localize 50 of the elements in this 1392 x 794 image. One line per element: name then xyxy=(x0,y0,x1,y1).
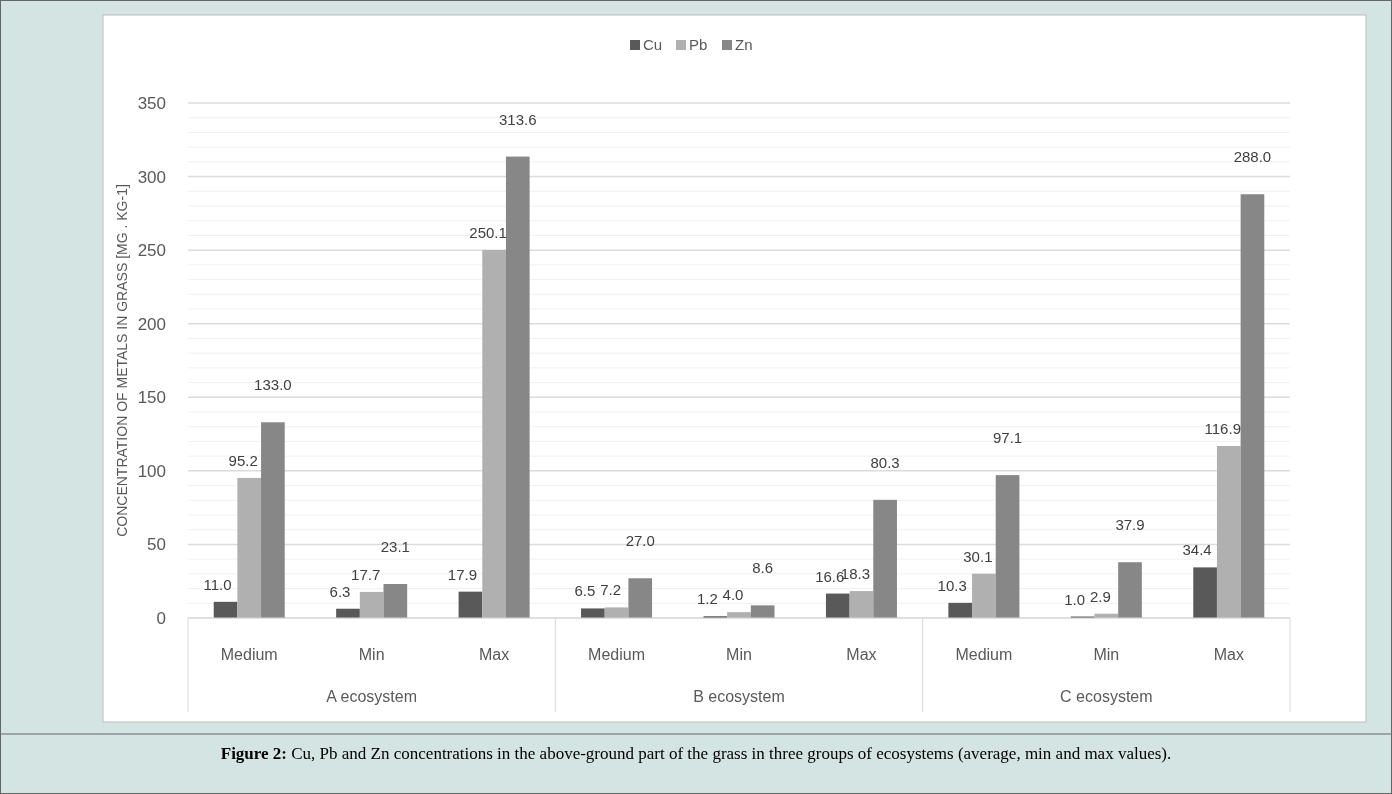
data-label: 8.6 xyxy=(752,559,774,577)
data-label: 10.3 xyxy=(937,576,967,594)
text: A ecosystem xyxy=(326,688,418,705)
y-tick-label: 150 xyxy=(137,388,166,408)
data-label: 37.9 xyxy=(1115,516,1145,534)
text: C ecosystem xyxy=(1060,688,1153,705)
data-label: 4.0 xyxy=(722,586,744,604)
legend-label: Pb xyxy=(689,35,708,53)
x-tick-label: Medium xyxy=(588,646,646,663)
data-label: 313.6 xyxy=(499,110,537,128)
data-label: 34.4 xyxy=(1182,541,1212,559)
data-label: 1.2 xyxy=(696,590,718,608)
y-tick-label: 100 xyxy=(137,461,166,481)
data-label: 80.3 xyxy=(870,453,900,471)
x-tick-label: Medium xyxy=(955,646,1013,663)
data-label: 133.0 xyxy=(254,376,292,394)
data-label: 116.9 xyxy=(1204,419,1241,437)
x-tick-label: Max xyxy=(846,646,877,663)
legend-label: Cu xyxy=(643,35,663,53)
data-label: 2.9 xyxy=(1089,587,1111,605)
data-label: 6.3 xyxy=(329,582,351,600)
x-tick-label: Max xyxy=(1213,646,1244,663)
data-label: 1.0 xyxy=(1064,590,1086,608)
data-label: 97.1 xyxy=(992,429,1023,447)
data-label: 95.2 xyxy=(228,451,258,469)
data-label: 288.0 xyxy=(1233,148,1272,166)
x-tick-label: Min xyxy=(358,646,385,663)
y-tick-label: 50 xyxy=(147,535,166,555)
data-label: 6.5 xyxy=(574,582,596,600)
data-label: 23.1 xyxy=(380,538,410,556)
x-tick-label: Min xyxy=(726,646,752,663)
y-axis-title: CONCENTRATION OF METALS IN GRASS [MG . KG-1] xyxy=(114,184,130,537)
data-label: 17.9 xyxy=(447,565,478,583)
y-tick-label: 300 xyxy=(137,167,166,187)
y-tick-label: 0 xyxy=(156,608,166,628)
y-tick-label: 250 xyxy=(137,241,166,261)
text: B ecosystem xyxy=(693,688,785,705)
data-label: 250.1 xyxy=(469,224,507,241)
x-tick-label: Max xyxy=(478,646,510,663)
data-label: 11.0 xyxy=(203,575,232,593)
x-tick-label: Medium xyxy=(220,646,278,663)
legend-label: Zn xyxy=(735,35,753,53)
caption: Figure 2: Cu, Pb and Zn concentrations in the above-ground part of the grass in three groups of ecosystems (average, min and max values). xyxy=(219,743,1173,765)
data-label: 7.2 xyxy=(600,581,621,599)
x-tick-label: Min xyxy=(1093,646,1120,663)
data-label: 17.7 xyxy=(351,565,381,583)
y-tick-label: 350 xyxy=(137,93,166,113)
data-label: 30.1 xyxy=(963,547,993,565)
data-label: 27.0 xyxy=(625,532,655,550)
y-tick-label: 200 xyxy=(137,314,166,334)
